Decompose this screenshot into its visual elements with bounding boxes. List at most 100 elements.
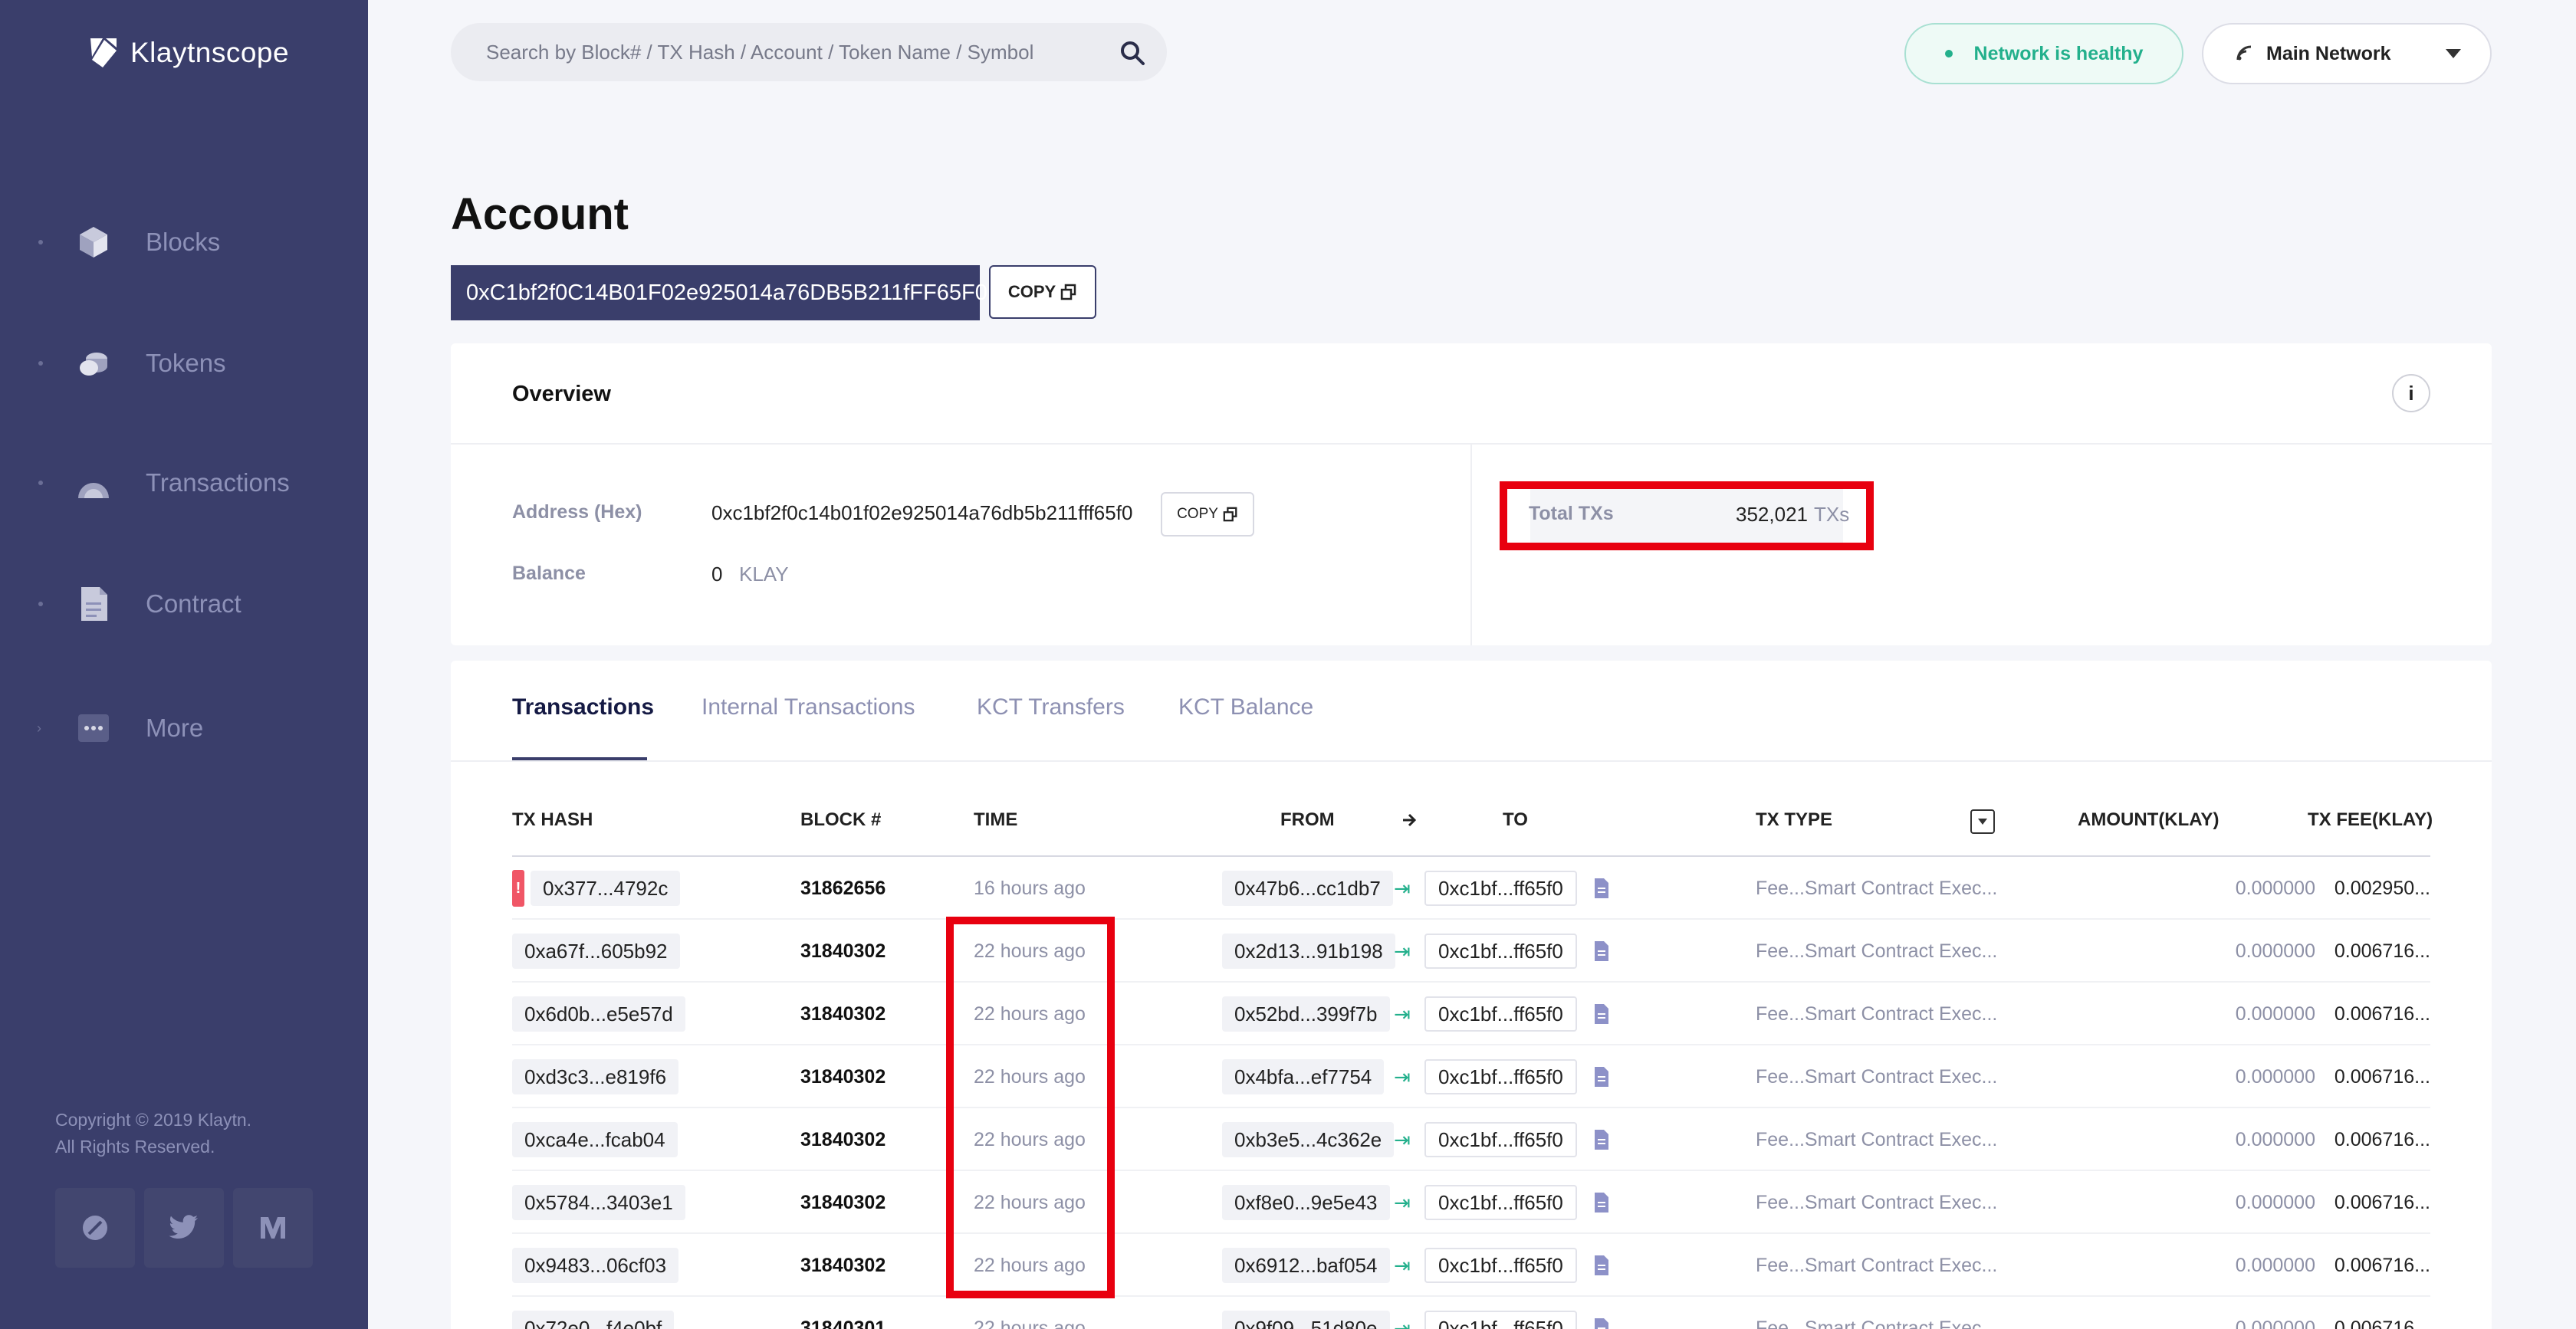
- info-button[interactable]: i: [2392, 374, 2430, 412]
- tx-hash-link[interactable]: 0xd3c3...e819f6: [512, 1059, 679, 1094]
- tab-kct-balance[interactable]: KCT Balance: [1178, 694, 1314, 720]
- search-input[interactable]: [486, 40, 1092, 64]
- table-row: 0x6d0b...e5e57d 31840302 22 hours ago 0x52b…: [512, 983, 2430, 1045]
- transactions-icon: [78, 483, 109, 498]
- to-address-link[interactable]: 0xc1bf...ff65f0: [1424, 1248, 1577, 1283]
- header-tx-type: TX TYPE: [1756, 809, 1833, 830]
- tx-type: Fee...Smart Contract Exec...: [1756, 1191, 1998, 1213]
- sidebar-item-transactions[interactable]: Transactions: [0, 452, 368, 514]
- to-address-link[interactable]: 0xc1bf...ff65f0: [1424, 871, 1577, 906]
- nav-dot: [38, 602, 43, 606]
- block-number-link[interactable]: 31840301: [800, 1317, 886, 1329]
- tab-transactions[interactable]: Transactions: [512, 694, 655, 720]
- header-block: BLOCK #: [800, 809, 882, 830]
- table-row: ! 0x377...4792c 31862656 16 hours ago 0x47b6…: [512, 857, 2430, 920]
- time-column-highlight: [946, 917, 1115, 1298]
- from-address-link[interactable]: 0x2d13...91b198: [1222, 934, 1395, 969]
- table-row: 0xa67f...605b92 31840302 22 hours ago 0x2d1…: [512, 920, 2430, 983]
- sidebar-item-blocks[interactable]: Blocks: [0, 212, 368, 273]
- header-time: TIME: [974, 809, 1018, 830]
- incoming-arrow-icon: ⇥: [1394, 1002, 1411, 1025]
- block-number-link[interactable]: 31840302: [800, 1128, 886, 1150]
- tx-type: Fee...Smart Contract Exec...: [1756, 1254, 1998, 1276]
- network-status-badge: Network is healthy: [1904, 23, 2183, 84]
- tx-type: Fee...Smart Contract Exec...: [1756, 1065, 1998, 1088]
- sidebar-item-tokens[interactable]: Tokens: [0, 333, 368, 394]
- sidebar-item-label: Contract: [146, 589, 242, 618]
- block-number-link[interactable]: 31840302: [800, 1191, 886, 1213]
- tx-hash-link[interactable]: 0xa67f...605b92: [512, 934, 680, 969]
- from-address-link[interactable]: 0x9f09...51d80e: [1222, 1311, 1390, 1329]
- search-icon[interactable]: [1119, 40, 1145, 66]
- tx-fee: 0.006716...: [2334, 1317, 2430, 1329]
- balance-value: 0: [711, 563, 723, 586]
- total-txs-unit: TXs: [1814, 503, 1850, 526]
- tx-fee: 0.006716...: [2334, 940, 2430, 962]
- sidebar-item-contract[interactable]: Contract: [0, 573, 368, 635]
- search-bar[interactable]: [451, 23, 1167, 81]
- incoming-arrow-icon: ⇥: [1394, 1065, 1411, 1088]
- tx-hash-link[interactable]: 0x9483...06cf03: [512, 1248, 679, 1283]
- to-address-link[interactable]: 0xc1bf...ff65f0: [1424, 1311, 1577, 1329]
- tx-hash-link[interactable]: 0xca4e...fcab04: [512, 1122, 678, 1157]
- contract-document-icon: [1595, 1193, 1608, 1213]
- tx-hash-link[interactable]: 0x72e0...f4e0bf: [512, 1311, 675, 1329]
- network-selector[interactable]: Main Network: [2202, 23, 2492, 84]
- divider: [512, 855, 2430, 857]
- copyright-line: All Rights Reserved.: [55, 1137, 215, 1157]
- tx-time: 22 hours ago: [974, 1002, 1086, 1025]
- tx-fee: 0.006716...: [2334, 1128, 2430, 1150]
- block-number-link[interactable]: 31862656: [800, 877, 886, 899]
- contract-document-icon: [1595, 1318, 1608, 1329]
- copyright-line: Copyright © 2019 Klaytn.: [55, 1110, 252, 1130]
- tx-type-filter-button[interactable]: [1970, 809, 1995, 834]
- incoming-arrow-icon: ⇥: [1394, 876, 1411, 900]
- tab-internal-transactions[interactable]: Internal Transactions: [702, 694, 915, 720]
- from-address-link[interactable]: 0x4bfa...ef7754: [1222, 1059, 1385, 1094]
- divider: [451, 760, 2492, 762]
- status-dot-icon: [1944, 50, 1953, 57]
- sidebar-item-more[interactable]: › More: [0, 697, 368, 759]
- tx-hash-link[interactable]: 0x377...4792c: [531, 871, 681, 906]
- from-address-link[interactable]: 0x6912...baf054: [1222, 1248, 1390, 1283]
- from-address-link[interactable]: 0xf8e0...9e5e43: [1222, 1185, 1390, 1220]
- table-row: 0x72e0...f4e0bf 31840301 22 hours ago 0x9f0…: [512, 1297, 2430, 1329]
- more-icon: [78, 714, 109, 742]
- to-address-link[interactable]: 0xc1bf...ff65f0: [1424, 934, 1577, 969]
- block-number-link[interactable]: 31840302: [800, 1254, 886, 1276]
- tx-hash-link[interactable]: 0x5784...3403e1: [512, 1185, 685, 1220]
- active-tab-indicator: [512, 757, 647, 760]
- tx-time: 22 hours ago: [974, 1191, 1086, 1213]
- balance-label: Balance: [512, 563, 586, 584]
- to-address-link[interactable]: 0xc1bf...ff65f0: [1424, 1059, 1577, 1094]
- tx-fee: 0.006716...: [2334, 1065, 2430, 1088]
- tx-time: 22 hours ago: [974, 1317, 1086, 1329]
- social-klaytn-button[interactable]: [55, 1188, 135, 1268]
- block-number-link[interactable]: 31840302: [800, 1002, 886, 1025]
- from-address-link[interactable]: 0x47b6...cc1db7: [1222, 871, 1393, 906]
- from-address-link[interactable]: 0xb3e5...4c362e: [1222, 1122, 1395, 1157]
- header-from: FROM: [1280, 809, 1335, 830]
- tx-amount: 0.000000: [2235, 1065, 2315, 1088]
- table-row: 0xca4e...fcab04 31840302 22 hours ago 0xb3e…: [512, 1108, 2430, 1171]
- tx-time: 22 hours ago: [974, 1128, 1086, 1150]
- tx-amount: 0.000000: [2235, 1317, 2315, 1329]
- incoming-arrow-icon: ⇥: [1394, 1316, 1411, 1329]
- tx-amount: 0.000000: [2235, 1128, 2315, 1150]
- from-address-link[interactable]: 0x52bd...399f7b: [1222, 996, 1390, 1032]
- block-number-link[interactable]: 31840302: [800, 940, 886, 962]
- to-address-link[interactable]: 0xc1bf...ff65f0: [1424, 1122, 1577, 1157]
- tx-hash-link[interactable]: 0x6d0b...e5e57d: [512, 996, 685, 1032]
- to-address-link[interactable]: 0xc1bf...ff65f0: [1424, 1185, 1577, 1220]
- klaytnscope-logo[interactable]: Klaytnscope: [84, 34, 289, 72]
- social-twitter-button[interactable]: [144, 1188, 224, 1268]
- copy-label: COPY: [1007, 282, 1056, 301]
- copy-address-button[interactable]: COPY: [989, 265, 1096, 319]
- to-address-link[interactable]: 0xc1bf...ff65f0: [1424, 996, 1577, 1032]
- block-number-link[interactable]: 31840302: [800, 1065, 886, 1088]
- copy-hex-address-button[interactable]: COPY: [1161, 492, 1254, 537]
- social-medium-button[interactable]: [233, 1188, 313, 1268]
- tab-kct-transfers[interactable]: KCT Transfers: [977, 694, 1125, 720]
- copy-icon: [1223, 507, 1237, 522]
- table-row: 0xd3c3...e819f6 31840302 22 hours ago 0x4bf…: [512, 1045, 2430, 1108]
